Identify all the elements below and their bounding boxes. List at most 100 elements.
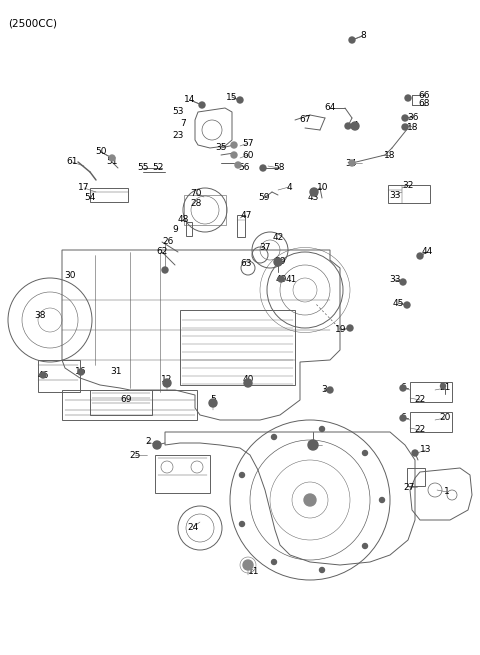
Circle shape — [231, 152, 237, 158]
Circle shape — [400, 385, 406, 391]
Text: 55: 55 — [137, 164, 149, 172]
Circle shape — [327, 387, 333, 393]
Text: 25: 25 — [129, 451, 141, 460]
Text: 53: 53 — [172, 107, 184, 117]
Circle shape — [209, 399, 217, 407]
Text: 10: 10 — [317, 183, 329, 193]
Circle shape — [163, 379, 171, 387]
Circle shape — [278, 276, 284, 282]
Text: 4: 4 — [286, 183, 292, 191]
Text: 51: 51 — [106, 157, 118, 166]
Circle shape — [405, 95, 411, 101]
Text: 38: 38 — [34, 310, 46, 320]
Text: 11: 11 — [248, 567, 260, 576]
Text: 24: 24 — [187, 523, 199, 531]
Text: 66: 66 — [418, 90, 430, 100]
Text: 33: 33 — [389, 276, 401, 284]
Circle shape — [362, 544, 368, 548]
Text: 22: 22 — [414, 396, 426, 405]
Circle shape — [310, 188, 318, 196]
Text: 7: 7 — [180, 119, 186, 128]
Circle shape — [351, 122, 359, 130]
Circle shape — [244, 379, 252, 387]
Text: (2500CC): (2500CC) — [8, 18, 57, 28]
Circle shape — [240, 521, 244, 527]
Text: 42: 42 — [272, 233, 284, 242]
Text: 20: 20 — [439, 413, 451, 422]
Text: 36: 36 — [407, 113, 419, 121]
Circle shape — [231, 142, 237, 148]
Text: 32: 32 — [402, 181, 414, 189]
Text: 68: 68 — [418, 100, 430, 109]
Text: 18: 18 — [407, 122, 419, 132]
Circle shape — [345, 123, 351, 129]
Circle shape — [243, 560, 253, 570]
Text: 46: 46 — [37, 371, 48, 379]
Text: 3: 3 — [321, 386, 327, 394]
Circle shape — [362, 451, 368, 455]
Text: 29: 29 — [307, 441, 319, 449]
Text: 5: 5 — [210, 396, 216, 405]
Text: 22: 22 — [414, 426, 426, 434]
Circle shape — [153, 441, 161, 449]
Text: 37: 37 — [259, 244, 271, 252]
Circle shape — [40, 372, 46, 378]
Circle shape — [235, 162, 241, 168]
Text: 12: 12 — [161, 375, 173, 384]
Circle shape — [400, 279, 406, 285]
Circle shape — [260, 165, 266, 171]
Text: 57: 57 — [242, 138, 254, 147]
Circle shape — [402, 124, 408, 130]
Circle shape — [347, 325, 353, 331]
Text: 26: 26 — [162, 236, 174, 246]
Text: 54: 54 — [84, 193, 96, 202]
Circle shape — [402, 115, 408, 121]
Circle shape — [304, 494, 316, 506]
Text: 19: 19 — [335, 326, 347, 335]
Circle shape — [308, 440, 318, 450]
Text: 43: 43 — [307, 193, 319, 202]
Circle shape — [199, 102, 205, 108]
Text: 34: 34 — [345, 159, 357, 168]
Text: 58: 58 — [273, 164, 285, 172]
Text: 64: 64 — [324, 103, 336, 113]
Text: 35: 35 — [215, 143, 227, 153]
Text: 70: 70 — [190, 189, 202, 198]
Circle shape — [404, 302, 410, 308]
Circle shape — [417, 253, 423, 259]
Text: 48: 48 — [177, 215, 189, 225]
Circle shape — [272, 434, 276, 440]
Text: 27: 27 — [403, 483, 415, 491]
Text: 49: 49 — [276, 274, 287, 284]
Text: 31: 31 — [110, 367, 122, 377]
Text: 56: 56 — [238, 162, 250, 172]
Text: 39: 39 — [274, 257, 286, 267]
Text: 52: 52 — [152, 164, 164, 172]
Circle shape — [349, 160, 355, 166]
Text: 33: 33 — [389, 191, 401, 200]
Text: 16: 16 — [75, 367, 87, 377]
Circle shape — [349, 37, 355, 43]
Circle shape — [441, 383, 445, 388]
Text: 62: 62 — [156, 248, 168, 257]
Text: 15: 15 — [226, 92, 238, 102]
Text: 2: 2 — [145, 438, 151, 447]
Circle shape — [274, 258, 282, 266]
Text: 17: 17 — [78, 183, 90, 193]
Text: 67: 67 — [299, 115, 311, 124]
Text: 6: 6 — [400, 383, 406, 392]
Text: 61: 61 — [66, 157, 78, 166]
Text: 40: 40 — [242, 375, 254, 384]
Text: 8: 8 — [360, 31, 366, 41]
Text: 50: 50 — [95, 147, 107, 157]
Text: 18: 18 — [384, 151, 396, 160]
Text: 44: 44 — [421, 248, 432, 257]
Text: 6: 6 — [400, 413, 406, 422]
Circle shape — [78, 369, 84, 375]
Circle shape — [412, 450, 418, 456]
Circle shape — [109, 155, 115, 161]
Circle shape — [162, 267, 168, 273]
Circle shape — [320, 426, 324, 432]
Text: 9: 9 — [172, 225, 178, 234]
Circle shape — [400, 415, 406, 421]
